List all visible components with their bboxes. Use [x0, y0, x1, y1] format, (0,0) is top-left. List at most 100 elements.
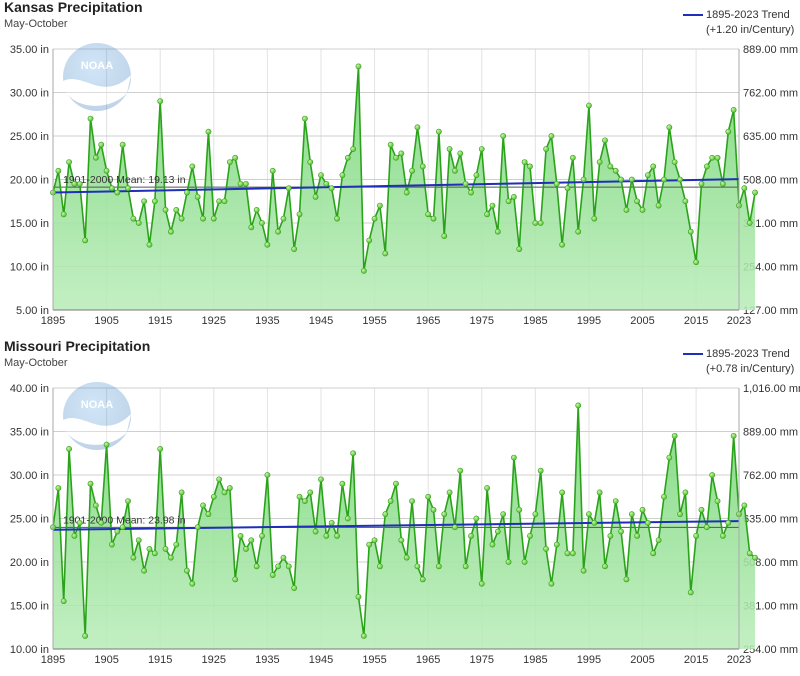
x-tick-label: 1945 [309, 654, 333, 666]
data-point [644, 519, 651, 526]
data-point [226, 159, 233, 165]
data-point [178, 215, 185, 222]
data-point [655, 202, 662, 209]
data-point [269, 167, 276, 174]
x-tick-label: 1925 [202, 654, 226, 666]
data-point [532, 220, 539, 226]
data-point [693, 259, 700, 266]
data-point [60, 211, 67, 218]
data-point [602, 563, 608, 570]
data-point [548, 133, 555, 139]
data-point [312, 193, 319, 200]
data-point [543, 546, 549, 552]
data-point [527, 533, 533, 539]
data-point [741, 185, 748, 192]
x-tick-label: 1995 [577, 654, 601, 666]
data-point [275, 228, 281, 235]
data-point [569, 154, 576, 161]
data-point [339, 480, 346, 487]
data-point [377, 202, 383, 209]
x-tick-label: 1895 [41, 654, 65, 666]
data-point [275, 563, 281, 570]
data-point [752, 189, 758, 196]
precip-area [53, 66, 756, 311]
x-tick-label: 1895 [41, 315, 65, 327]
data-point [580, 567, 587, 574]
x-tick-label: 1935 [255, 315, 279, 327]
data-point [682, 489, 689, 496]
data-point [119, 141, 126, 148]
data-point [355, 63, 362, 70]
data-point [419, 163, 426, 170]
data-point [612, 167, 619, 174]
x-tick-label: 1955 [362, 654, 386, 666]
data-point [618, 528, 624, 535]
chart-subtitle: May-October [4, 18, 68, 30]
x-tick-label: 1945 [309, 315, 333, 327]
data-point [157, 98, 164, 105]
data-point [484, 485, 491, 491]
data-point [280, 554, 287, 561]
data-point [746, 550, 753, 557]
data-point [425, 493, 432, 500]
data-point [189, 580, 196, 587]
data-point [344, 515, 351, 522]
data-point [377, 563, 383, 570]
data-point [355, 593, 362, 600]
data-point [205, 128, 212, 135]
data-point [130, 554, 137, 561]
data-point [76, 180, 83, 187]
data-point [478, 146, 485, 152]
data-point [543, 146, 549, 152]
data-point [248, 224, 255, 231]
data-point [135, 220, 142, 226]
data-point [280, 215, 287, 222]
kansas-chart: Kansas Precipitation May-October 5.00 in 12… [4, 0, 798, 327]
data-point [71, 533, 78, 539]
x-tick-label: 1925 [202, 315, 226, 327]
data-point [237, 533, 244, 539]
mean-label: 1901-2000 Mean: 19.13 in [63, 174, 186, 186]
data-point [505, 198, 512, 205]
data-point [55, 485, 62, 491]
data-point [500, 133, 507, 139]
noaa-logo-disc [63, 43, 131, 111]
data-point [103, 441, 110, 448]
data-point [452, 524, 458, 531]
data-point [650, 550, 657, 557]
data-point [564, 185, 571, 192]
x-tick-label: 1955 [362, 315, 386, 327]
data-point [682, 198, 689, 205]
data-point [644, 172, 651, 179]
data-point [720, 533, 726, 539]
data-point [511, 454, 517, 461]
data-point [151, 198, 158, 205]
data-point [687, 589, 694, 596]
y-tick-label-right: 889.00 mm [743, 44, 798, 56]
data-point [216, 476, 223, 483]
data-point [430, 506, 437, 513]
data-point [360, 633, 367, 639]
data-point [714, 154, 721, 161]
data-point [596, 489, 603, 496]
data-point [564, 550, 571, 557]
data-point [618, 176, 624, 183]
data-point [318, 172, 324, 179]
y-tick-label-right: 635.00 mm [743, 131, 798, 143]
y-tick-label-left: 20.00 in [10, 175, 49, 187]
x-tick-label: 1985 [523, 315, 547, 327]
data-point [639, 207, 646, 213]
data-point [334, 533, 340, 539]
x-tick-label: 1935 [255, 654, 279, 666]
data-point [334, 215, 340, 222]
data-point [457, 467, 464, 474]
y-tick-label-left: 25.00 in [10, 131, 49, 143]
data-point [125, 185, 131, 192]
data-point [591, 519, 598, 526]
data-point [746, 220, 753, 226]
x-tick-label: 1975 [470, 654, 494, 666]
data-point [489, 202, 496, 209]
y-tick-label-right: 1,016.00 mm [743, 383, 800, 395]
data-point [344, 154, 351, 161]
data-point [730, 432, 737, 439]
